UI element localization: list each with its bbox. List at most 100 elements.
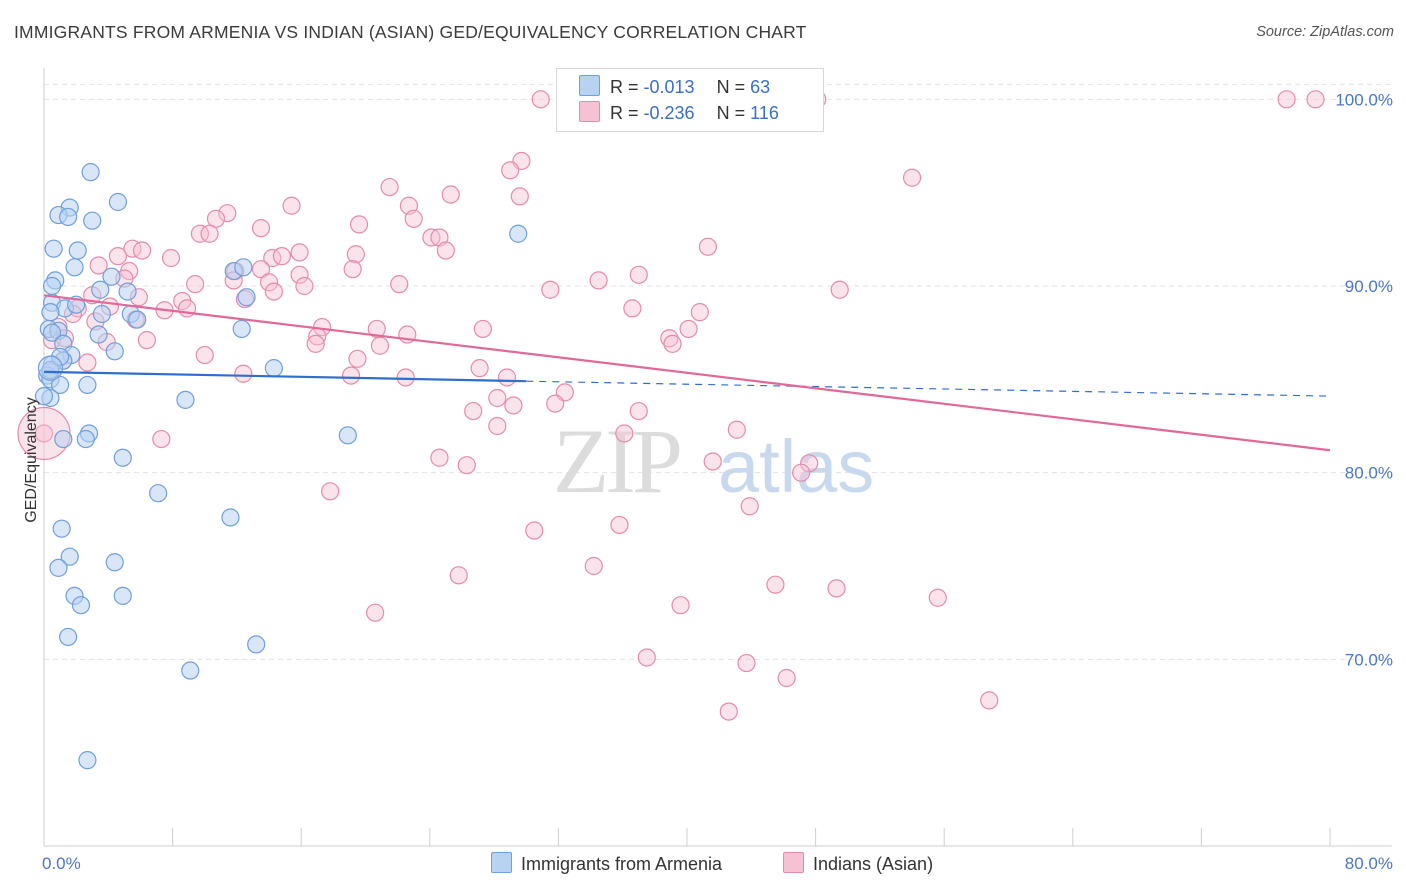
legend-swatch-pink — [579, 101, 600, 122]
series-immigrants-armenia — [34, 163, 528, 770]
series-indians-asian — [17, 90, 1325, 721]
pink-point — [259, 273, 279, 292]
bottom-legend-armenia: Immigrants from Armenia — [491, 852, 722, 875]
y-axis-title: GED/Equivalency — [23, 397, 40, 522]
pink-point — [980, 691, 999, 710]
legend-r-value: -0.013 — [643, 77, 695, 97]
pink-point — [190, 224, 210, 243]
pink-point — [390, 275, 409, 294]
blue-point — [509, 224, 528, 243]
pink-point — [366, 603, 385, 622]
pink-point — [264, 282, 283, 301]
y-tick-label: 100.0% — [1335, 90, 1393, 109]
legend-n-label: N = — [716, 77, 746, 97]
pink-point — [671, 596, 690, 615]
stats-legend: R = -0.013 N = 63 R = -0.236 N = 116 — [556, 68, 824, 132]
pink-point — [251, 260, 271, 279]
blue-point — [234, 258, 253, 277]
pink-point — [132, 241, 152, 260]
blue-point — [128, 310, 147, 329]
bottom-legend-swatch-blue — [491, 852, 512, 873]
pink-point — [457, 456, 476, 475]
pink-point — [234, 364, 253, 383]
legend-n-value: 63 — [750, 77, 771, 97]
pink-point — [510, 187, 529, 206]
bottom-legend-indians: Indians (Asian) — [783, 852, 933, 875]
pink-point — [679, 319, 698, 339]
blue-point — [83, 211, 102, 230]
pink-point — [531, 90, 550, 109]
blue-point — [92, 304, 111, 324]
pink-point — [430, 448, 449, 467]
pink-point — [404, 209, 423, 228]
pink-point — [777, 668, 796, 688]
pink-point — [497, 368, 517, 387]
pink-point — [792, 463, 811, 482]
blue-point — [41, 303, 60, 322]
pink-point — [488, 416, 507, 436]
pink-point — [589, 271, 608, 290]
pink-point — [380, 177, 399, 197]
legend-row-indians: R = -0.236 N = 116 — [579, 101, 779, 125]
pink-point — [464, 401, 483, 421]
blue-point — [247, 635, 266, 654]
pink-point — [290, 243, 309, 262]
y-tick-label: 90.0% — [1345, 277, 1393, 296]
tick-labels: 70.0% 80.0% 90.0% 100.0% 0.0% 80.0% — [42, 90, 1393, 873]
blue-point — [108, 192, 128, 212]
blue-point — [232, 319, 251, 339]
pink-point — [306, 334, 325, 353]
pink-point — [473, 319, 492, 339]
blue-point — [338, 426, 357, 445]
pink-point — [348, 349, 367, 368]
blue-point — [81, 163, 100, 182]
blue-point — [105, 553, 124, 572]
pink-point — [34, 424, 54, 443]
pink-point — [637, 648, 656, 667]
pink-point — [610, 515, 629, 535]
trend-line-armenia — [43, 370, 527, 383]
pink-point — [343, 260, 362, 279]
pink-point — [295, 276, 314, 296]
pink-point — [737, 653, 756, 673]
pink-point — [902, 168, 922, 187]
blue-point — [49, 558, 68, 577]
pink-point — [827, 579, 846, 598]
pink-point — [690, 303, 709, 322]
pink-point — [1306, 90, 1325, 109]
pink-point — [504, 396, 523, 415]
blue-point — [176, 390, 195, 409]
pink-point — [703, 452, 722, 471]
blue-point — [42, 323, 62, 342]
pink-point — [546, 394, 565, 413]
legend-r-value: -0.236 — [643, 103, 695, 123]
legend-row-armenia: R = -0.013 N = 63 — [579, 75, 770, 99]
pink-point — [195, 345, 214, 365]
watermark-zip: ZIP — [553, 410, 680, 512]
pink-point — [766, 575, 785, 594]
pink-point — [615, 424, 634, 443]
pink-point — [346, 245, 365, 264]
pink-point — [541, 280, 560, 299]
bottom-legend-swatch-pink — [783, 852, 804, 873]
pink-point — [727, 420, 746, 439]
pink-point — [272, 247, 292, 266]
blue-point — [221, 508, 240, 527]
source-label: Source: ZipAtlas.com — [1256, 24, 1394, 40]
pink-point — [501, 161, 520, 180]
pink-point — [251, 219, 271, 238]
pink-point — [349, 215, 369, 234]
blue-point-large — [37, 355, 64, 381]
pink-point — [161, 248, 181, 268]
blue-point — [118, 282, 137, 301]
pink-point — [282, 196, 301, 215]
pink-point — [584, 556, 603, 576]
y-tick-label: 70.0% — [1345, 650, 1393, 669]
pink-point — [470, 359, 489, 378]
blue-point — [50, 375, 70, 395]
pink-point — [629, 265, 648, 284]
blue-point — [78, 751, 97, 770]
blue-point — [54, 429, 73, 449]
blue-point — [65, 258, 84, 277]
